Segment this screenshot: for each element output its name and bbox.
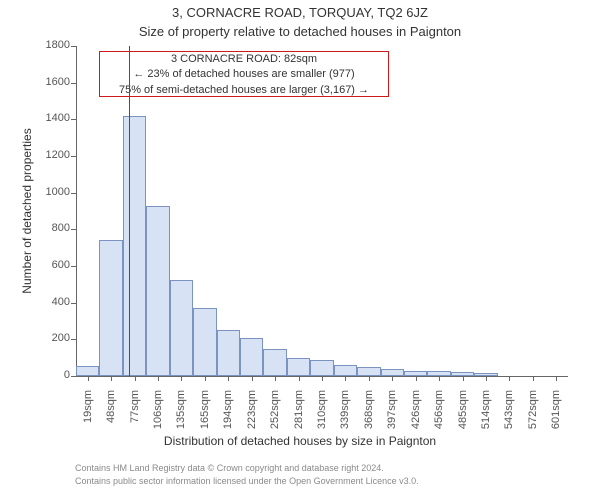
histogram-bar xyxy=(381,369,404,376)
x-tick-label: 339sqm xyxy=(339,390,351,440)
x-tick-label: 368sqm xyxy=(363,390,375,440)
x-tick-label: 485sqm xyxy=(457,390,469,440)
x-tick xyxy=(111,376,112,381)
x-tick-label: 165sqm xyxy=(199,390,211,440)
x-tick-label: 281sqm xyxy=(293,390,305,440)
x-tick-label: 252sqm xyxy=(269,390,281,440)
y-tick-label: 0 xyxy=(34,369,70,381)
y-tick xyxy=(71,156,76,157)
histogram-bar xyxy=(310,360,333,376)
x-tick-label: 572sqm xyxy=(527,390,539,440)
x-tick xyxy=(322,376,323,381)
y-tick-label: 800 xyxy=(34,222,70,234)
x-tick xyxy=(416,376,417,381)
x-tick xyxy=(463,376,464,381)
x-tick xyxy=(439,376,440,381)
x-tick xyxy=(556,376,557,381)
x-tick-label: 77sqm xyxy=(129,390,141,440)
x-tick-label: 19sqm xyxy=(82,390,94,440)
x-tick-label: 601sqm xyxy=(550,390,562,440)
x-tick-label: 106sqm xyxy=(152,390,164,440)
x-tick xyxy=(252,376,253,381)
histogram-bar xyxy=(334,365,357,376)
histogram-bar xyxy=(146,206,169,377)
histogram-bar xyxy=(76,366,99,376)
y-tick-label: 1000 xyxy=(34,186,70,198)
x-tick xyxy=(158,376,159,381)
x-tick xyxy=(369,376,370,381)
histogram-bar xyxy=(217,330,240,376)
x-tick xyxy=(88,376,89,381)
x-tick xyxy=(392,376,393,381)
x-tick-label: 456sqm xyxy=(433,390,445,440)
x-tick xyxy=(275,376,276,381)
callout-line-1: 3 CORNACRE ROAD: 82sqm xyxy=(100,52,388,67)
y-tick xyxy=(71,119,76,120)
y-tick xyxy=(71,376,76,377)
y-tick xyxy=(71,46,76,47)
y-tick xyxy=(71,229,76,230)
y-tick xyxy=(71,83,76,84)
x-tick-label: 223sqm xyxy=(246,390,258,440)
x-tick xyxy=(181,376,182,381)
y-tick-label: 1200 xyxy=(34,149,70,161)
y-tick xyxy=(71,303,76,304)
histogram-bar xyxy=(357,367,380,376)
attribution-line-2: Contains public sector information licen… xyxy=(75,476,419,486)
callout-box: 3 CORNACRE ROAD: 82sqm ← 23% of detached… xyxy=(99,51,389,97)
x-tick xyxy=(533,376,534,381)
x-tick xyxy=(509,376,510,381)
x-tick-label: 514sqm xyxy=(480,390,492,440)
x-tick xyxy=(299,376,300,381)
histogram-bar xyxy=(263,349,286,377)
x-tick xyxy=(205,376,206,381)
y-tick-label: 200 xyxy=(34,332,70,344)
y-tick-label: 600 xyxy=(34,259,70,271)
y-tick-label: 1800 xyxy=(34,39,70,51)
x-tick-label: 426sqm xyxy=(410,390,422,440)
callout-line-3: 75% of semi-detached houses are larger (… xyxy=(100,83,388,98)
x-tick-label: 543sqm xyxy=(503,390,515,440)
callout-line-2: ← 23% of detached houses are smaller (97… xyxy=(100,67,388,82)
histogram-bar xyxy=(99,240,122,376)
x-tick-label: 48sqm xyxy=(105,390,117,440)
x-tick-label: 135sqm xyxy=(175,390,187,440)
y-tick xyxy=(71,266,76,267)
x-tick xyxy=(228,376,229,381)
property-marker-line xyxy=(129,46,130,376)
histogram-bar xyxy=(193,308,216,376)
histogram-bar xyxy=(240,338,263,377)
x-tick xyxy=(345,376,346,381)
y-tick-label: 400 xyxy=(34,296,70,308)
chart-title-line2: Size of property relative to detached ho… xyxy=(0,24,600,39)
x-tick-label: 310sqm xyxy=(316,390,328,440)
histogram-bar xyxy=(123,116,146,376)
attribution-line-1: Contains HM Land Registry data © Crown c… xyxy=(75,463,384,473)
x-tick xyxy=(135,376,136,381)
y-tick-label: 1400 xyxy=(34,112,70,124)
chart-title-line1: 3, CORNACRE ROAD, TORQUAY, TQ2 6JZ xyxy=(0,5,600,20)
histogram-bar xyxy=(170,280,193,376)
x-tick xyxy=(486,376,487,381)
y-axis-label: Number of detached properties xyxy=(20,46,34,376)
y-tick xyxy=(71,339,76,340)
histogram-bar xyxy=(287,358,310,376)
x-tick-label: 194sqm xyxy=(222,390,234,440)
y-tick-label: 1600 xyxy=(34,76,70,88)
y-tick xyxy=(71,193,76,194)
x-tick-label: 397sqm xyxy=(386,390,398,440)
